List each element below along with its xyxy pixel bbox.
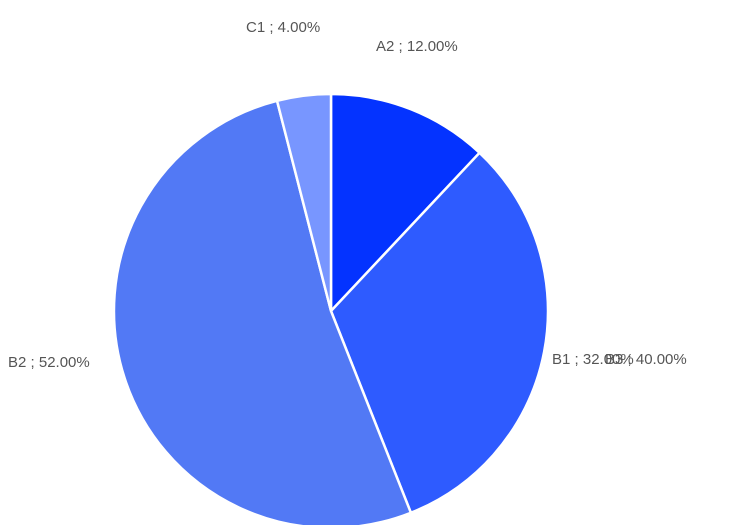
extra-label-0: B3 ; 40.00% [605, 351, 687, 368]
slice-label-b2: B2 ; 52.00% [8, 354, 90, 371]
slice-label-c1: C1 ; 4.00% [246, 19, 320, 36]
pie-slice-a2 [329, 92, 482, 315]
pie-slice-c1 [275, 92, 333, 312]
pie-labels: A2 ; 12.00% B1 ; 32.00% B2 ; 52.00% C1 ; 4.… [8, 19, 634, 371]
extra-labels: B3 ; 40.00% [605, 351, 687, 368]
pie-slice-b1 [329, 151, 550, 515]
slice-label-b1: B1 ; 32.00% [552, 351, 634, 368]
slice-label-a2: A2 ; 12.00% [376, 38, 458, 55]
pie-slices [112, 92, 550, 530]
